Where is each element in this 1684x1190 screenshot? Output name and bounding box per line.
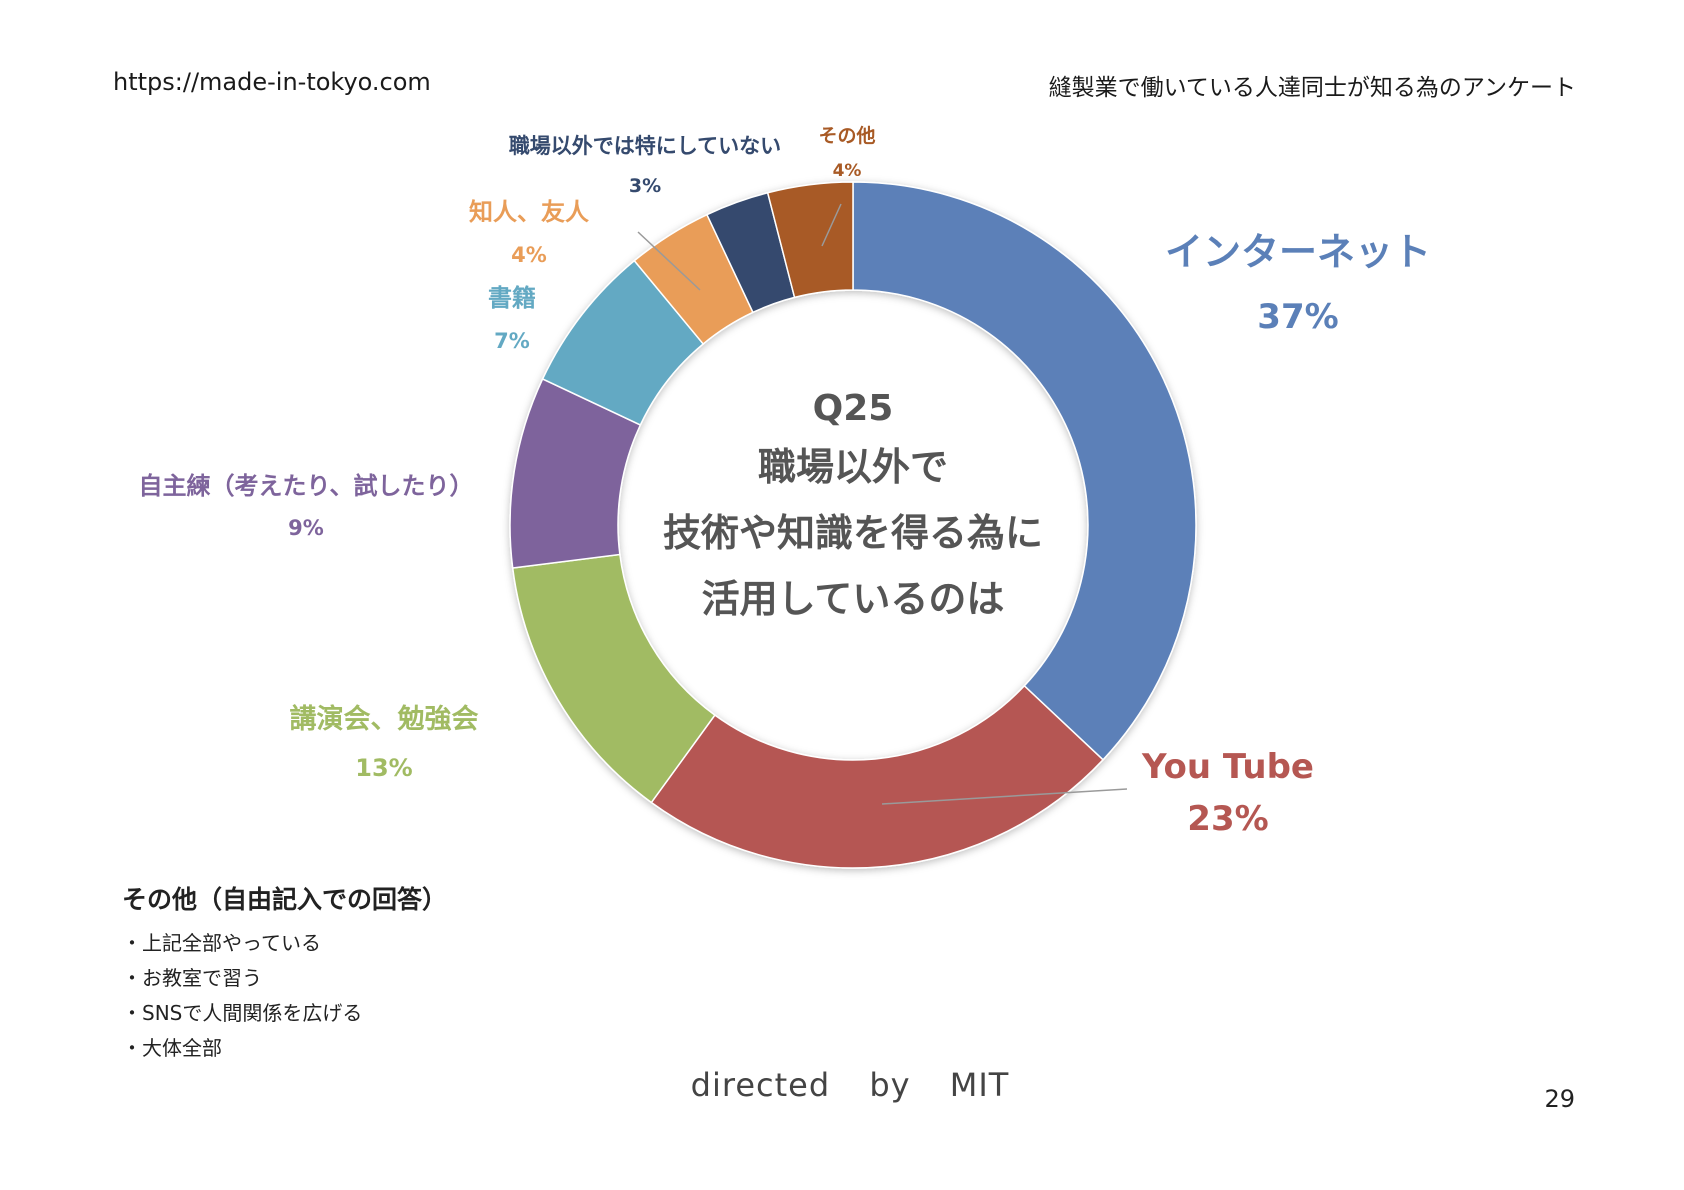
center-title-line: 職場以外で bbox=[758, 445, 948, 489]
site-url: https://made-in-tokyo.com bbox=[113, 68, 431, 96]
note-item: ・大体全部 bbox=[122, 1036, 222, 1060]
slice-value-label: 13% bbox=[355, 754, 412, 782]
leader-line bbox=[637, 231, 701, 291]
center-title-line: Q25 bbox=[813, 388, 894, 429]
slice-label: インターネット bbox=[1165, 230, 1431, 274]
note-item: ・お教室で習う bbox=[122, 966, 262, 990]
slice-label: You Tube bbox=[1141, 747, 1314, 787]
leader-line bbox=[821, 203, 842, 247]
slice-label: 書籍 bbox=[488, 284, 536, 312]
slice-label: その他 bbox=[818, 124, 875, 147]
note-item: ・上記全部やっている bbox=[122, 931, 321, 955]
slice-value-label: 3% bbox=[629, 175, 661, 197]
note-item: ・SNSで人間関係を広げる bbox=[122, 1001, 363, 1025]
free-answer-notes: その他（自由記入での回答） ・上記全部やっている ・お教室で習う ・SNSで人間… bbox=[122, 880, 447, 1066]
center-title-line: 活用しているのは bbox=[702, 577, 1005, 621]
notes-title: その他（自由記入での回答） bbox=[122, 885, 448, 914]
donut-slice bbox=[766, 181, 854, 299]
page-number: 29 bbox=[1544, 1085, 1575, 1113]
leader-line bbox=[881, 788, 1128, 805]
slice-label: 自主練（考えたり、試したり） bbox=[138, 472, 473, 500]
slice-value-label: 37% bbox=[1257, 297, 1338, 337]
slice-label: 知人、友人 bbox=[469, 198, 589, 226]
slice-value-label: 4% bbox=[511, 243, 547, 267]
donut-slice bbox=[650, 684, 1105, 869]
slice-value-label: 9% bbox=[288, 516, 324, 540]
slice-value-label: 23% bbox=[1187, 799, 1268, 839]
footer-credit: directed by MIT bbox=[690, 1066, 1010, 1104]
slice-value-label: 7% bbox=[494, 329, 530, 353]
slice-label: 職場以外では特にしていない bbox=[509, 134, 781, 158]
center-title-line: 技術や知識を得る為に bbox=[663, 511, 1043, 555]
slice-value-label: 4% bbox=[833, 161, 862, 181]
donut-slice bbox=[852, 181, 1197, 761]
header-title: 縫製業で働いている人達同士が知る為のアンケート bbox=[1048, 75, 1576, 101]
slice-label: 講演会、勉強会 bbox=[290, 703, 479, 735]
